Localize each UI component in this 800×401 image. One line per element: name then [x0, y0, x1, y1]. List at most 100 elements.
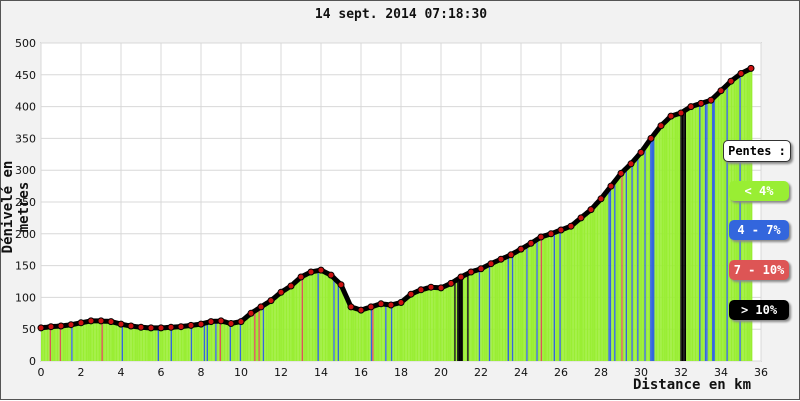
- slope-bar: [578, 220, 580, 361]
- slope-bar: [130, 325, 132, 361]
- slope-bar: [78, 323, 80, 361]
- slope-bar: [710, 100, 713, 362]
- slope-bar: [331, 275, 334, 361]
- x-tick-label: 8: [198, 366, 205, 379]
- slope-bar: [113, 322, 115, 361]
- elevation-point: [517, 245, 525, 253]
- slope-bar: [340, 284, 342, 361]
- slope-bar: [101, 320, 103, 361]
- slope-bar: [105, 321, 108, 361]
- slope-bar: [534, 240, 537, 361]
- elevation-point: [597, 195, 605, 203]
- slope-bar: [668, 118, 671, 361]
- legend-title: Pentes :: [723, 140, 791, 162]
- slope-bar: [581, 217, 583, 361]
- slope-bar: [678, 113, 681, 362]
- y-tick-label: 500: [15, 37, 36, 50]
- slope-bar: [56, 326, 59, 361]
- slope-bar: [151, 327, 154, 361]
- elevation-point: [547, 230, 555, 238]
- slope-bar: [740, 73, 743, 362]
- slope-bar: [697, 104, 700, 362]
- slope-bar: [301, 276, 304, 361]
- slope-bar: [670, 116, 672, 361]
- slope-bar: [359, 309, 361, 361]
- slope-bar: [507, 256, 509, 361]
- slope-bar: [385, 304, 387, 361]
- slope-bar: [635, 158, 638, 361]
- elevation-point: [377, 300, 385, 308]
- slope-bar: [115, 322, 118, 361]
- x-tick-label: 12: [274, 366, 288, 379]
- elevation-point: [387, 301, 395, 309]
- x-tick-label: 24: [514, 366, 528, 379]
- elevation-point: [277, 288, 285, 296]
- elevation-point: [57, 322, 65, 330]
- slope-bar: [403, 300, 406, 361]
- slope-bar: [69, 324, 72, 361]
- slope-bar: [41, 327, 43, 361]
- slope-bar: [118, 323, 121, 361]
- slope-bar: [622, 171, 625, 361]
- slope-bar: [621, 173, 623, 361]
- slope-bar: [726, 85, 728, 361]
- slope-bar: [228, 322, 230, 361]
- slope-bar: [386, 304, 389, 361]
- slope-bar: [89, 321, 92, 361]
- slope-bar: [161, 327, 164, 361]
- slope-bar: [683, 111, 685, 361]
- slope-bar: [699, 104, 701, 361]
- slope-bar: [475, 270, 478, 361]
- slope-bar: [327, 273, 329, 361]
- slope-bar: [79, 323, 82, 361]
- slope-bar: [177, 326, 180, 361]
- slope-bar: [431, 287, 433, 361]
- slope-bar: [566, 227, 569, 361]
- slope-bar: [520, 249, 522, 361]
- elevation-point: [147, 324, 155, 332]
- slope-bar: [625, 168, 628, 361]
- slope-bar: [497, 260, 499, 361]
- slope-bar: [660, 126, 662, 361]
- slope-bar: [261, 306, 263, 361]
- slope-bar: [405, 298, 407, 361]
- slope-bar: [66, 325, 69, 361]
- slope-bar: [61, 326, 63, 361]
- slope-bar: [602, 196, 605, 361]
- elevation-points: [37, 64, 755, 332]
- slope-bar: [376, 305, 378, 361]
- slope-bar: [457, 279, 459, 361]
- slope-bar: [128, 325, 131, 361]
- slope-bar: [576, 221, 579, 361]
- slope-bar: [552, 233, 554, 361]
- elevation-point: [347, 303, 355, 311]
- slope-bar: [141, 327, 144, 361]
- slope-bar: [245, 317, 247, 361]
- slope-bar: [401, 302, 403, 361]
- slope-bar: [723, 88, 725, 361]
- slope-bar: [402, 301, 404, 361]
- slope-bar: [485, 266, 488, 361]
- slope-bar: [285, 289, 288, 361]
- slope-bar: [117, 323, 119, 361]
- slope-bar: [72, 324, 75, 361]
- slope-bar: [290, 286, 292, 361]
- y-tick-label: 400: [15, 101, 36, 114]
- x-tick-label: 10: [234, 366, 248, 379]
- slope-bar: [562, 229, 564, 361]
- slope-bar: [52, 326, 54, 361]
- slope-bar: [665, 120, 668, 361]
- slope-bar: [226, 322, 229, 361]
- slope-bar: [543, 236, 545, 361]
- slope-bar: [53, 326, 56, 361]
- slope-bar: [478, 269, 481, 361]
- slope-bar: [609, 187, 612, 361]
- slope-bar: [570, 226, 573, 361]
- elevation-point: [237, 318, 245, 326]
- slope-bar: [516, 251, 518, 361]
- slope-bar: [284, 290, 286, 361]
- slope-bar: [722, 89, 724, 361]
- slope-bar: [667, 119, 669, 361]
- slope-bar: [524, 246, 527, 361]
- slope-bar: [644, 147, 646, 361]
